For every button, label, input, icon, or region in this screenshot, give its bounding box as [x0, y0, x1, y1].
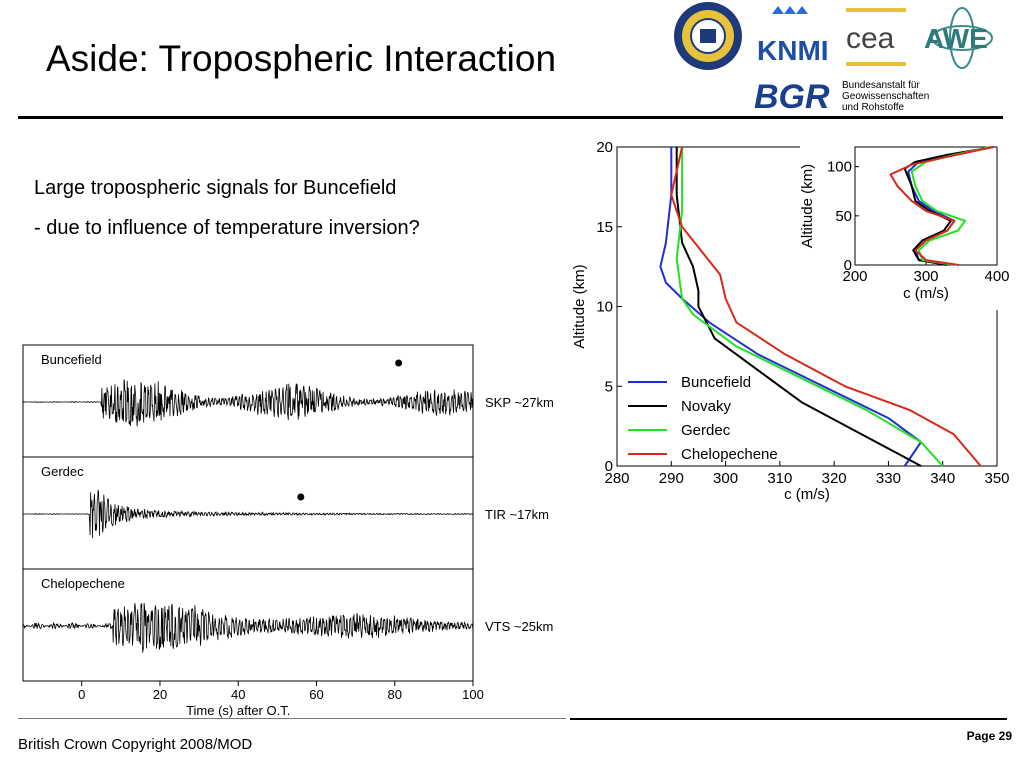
knmi-logo: KNMI [757, 6, 829, 66]
bullet-line-2: - due to influence of temperature invers… [34, 217, 420, 239]
x-tick-label: 300 [713, 470, 738, 487]
copyright-text: British Crown Copyright 2008/MOD [18, 736, 253, 753]
seismogram-figure: Buncefield SKP ~27km Gerdec TIR ~17km Chelop… [22, 344, 554, 718]
footer-divider-right [570, 718, 1007, 720]
bgr-text: BGR [754, 78, 830, 115]
inset-series-line-novaky [903, 146, 994, 266]
inset-y-tick-label: 100 [827, 159, 852, 176]
footer-divider-left [18, 718, 566, 719]
legend-label: Novaky [681, 398, 732, 415]
inset-y-axis-label: Altitude (km) [799, 164, 816, 248]
knmi-text: KNMI [757, 35, 829, 66]
y-tick-label: 5 [605, 378, 613, 395]
station-label: VTS ~25km [485, 619, 553, 634]
y-tick-label: 20 [596, 139, 613, 156]
x-tick-label: 100 [462, 687, 484, 702]
x-tick-label: 310 [767, 470, 792, 487]
y-tick-label: 15 [596, 219, 613, 236]
series-line-chelopechene [670, 146, 982, 467]
arrival-marker [297, 493, 305, 501]
y-axis-label: Altitude (km) [571, 264, 588, 348]
bgr-subtitle-3: und Rohstoffe [842, 102, 905, 113]
inset-x-axis-label: c (m/s) [903, 285, 949, 302]
arrival-marker [395, 359, 403, 367]
station-label: SKP ~27km [485, 395, 554, 410]
legend-label: Chelopechene [681, 446, 778, 463]
y-tick-label: 0 [605, 458, 613, 475]
cea-text: cea [846, 22, 895, 55]
awe-text: AWE [924, 23, 988, 54]
event-label: Buncefield [41, 352, 102, 367]
x-tick-label: 40 [231, 687, 245, 702]
bgr-logo: BGR Bundesanstalt für Geowissenschaften … [754, 76, 929, 115]
bgr-subtitle-2: Geowissenschaften [842, 91, 929, 102]
x-tick-label: 290 [659, 470, 684, 487]
inset-x-tick-label: 400 [984, 268, 1009, 285]
partner-logos: KNMI cea AWE BGR Bundesanstalt für Geowi… [674, 2, 993, 115]
inset-y-tick-label: 50 [835, 208, 852, 225]
inset-x-tick-label: 300 [913, 268, 938, 285]
seismogram-trace [22, 489, 473, 539]
x-tick-label: 350 [984, 470, 1009, 487]
x-tick-label: 320 [822, 470, 847, 487]
x-tick-label: 340 [930, 470, 955, 487]
page-title: Aside: Tropospheric Interaction [46, 38, 557, 79]
bgr-subtitle-1: Bundesanstalt für [842, 80, 920, 91]
x-tick-label: 330 [876, 470, 901, 487]
event-label: Chelopechene [41, 576, 125, 591]
x-axis-label: Time (s) after O.T. [186, 703, 290, 718]
bullet-line-1: Large tropospheric signals for Buncefiel… [34, 177, 397, 199]
awe-logo: AWE [924, 7, 993, 69]
cea-logo: cea [846, 8, 906, 66]
inset-y-tick-label: 0 [844, 257, 852, 274]
legend-label: Buncefield [681, 374, 751, 391]
legend-label: Gerdec [681, 422, 731, 439]
x-tick-label: 0 [78, 687, 85, 702]
header-divider [18, 116, 1003, 119]
seismogram-trace [22, 379, 474, 427]
x-tick-label: 60 [309, 687, 323, 702]
series-line-gerdec [675, 147, 944, 467]
x-tick-label: 80 [388, 687, 402, 702]
sound-speed-figure: 280 290 300 310 320 330 340 350 0 5 10 15 20 c (m/s) A… [571, 139, 1010, 503]
y-tick-label: 10 [596, 299, 613, 316]
inset-x-tick-label: 200 [842, 268, 867, 285]
inset-series-line-chelopechene [889, 146, 994, 266]
series-line-buncefield [659, 147, 922, 467]
page-number: Page 29 [966, 729, 1012, 743]
event-label: Gerdec [41, 464, 84, 479]
seismogram-trace [22, 602, 474, 653]
navy-research-laboratory-seal [674, 2, 742, 70]
station-label: TIR ~17km [485, 507, 549, 522]
x-tick-label: 20 [153, 687, 167, 702]
x-tick-label: 280 [604, 470, 629, 487]
x-axis-label: c (m/s) [784, 486, 830, 503]
